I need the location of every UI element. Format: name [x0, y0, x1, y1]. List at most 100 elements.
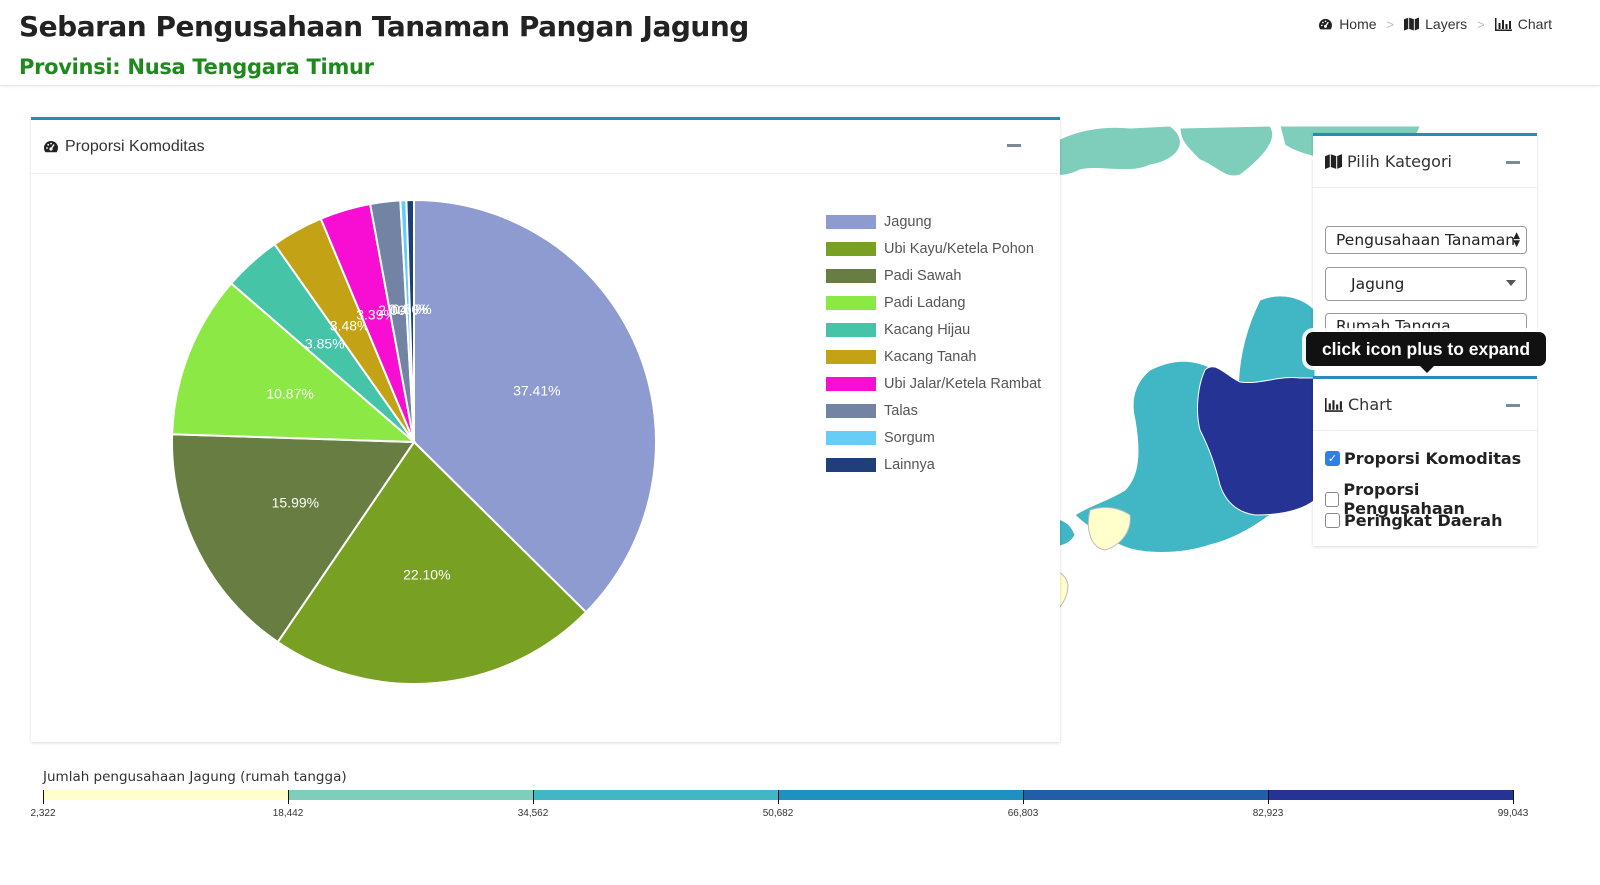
collapse-button[interactable] — [1506, 161, 1520, 164]
map-icon — [1325, 154, 1342, 169]
komoditas-select[interactable]: Jagung — [1325, 267, 1527, 301]
kategori-panel: Pilih Kategori Pengusahaan Tanaman ▲ ▼ Ja… — [1313, 133, 1537, 333]
legend-item[interactable]: Ubi Kayu/Ketela Pohon — [826, 235, 1041, 262]
checkbox-checked[interactable]: ✓ — [1325, 451, 1340, 466]
kategori-panel-title: Pilih Kategori — [1347, 152, 1452, 171]
page-title: Sebaran Pengusahaan Tanaman Pangan Jagun… — [19, 10, 749, 43]
breadcrumb-home-label: Home — [1339, 16, 1377, 32]
pie-data-label: 0.50% — [392, 301, 432, 317]
option-peringkat-daerah[interactable]: Peringkat Daerah — [1325, 511, 1502, 530]
color-scale-tick — [778, 790, 779, 804]
pie-data-label: 3.39% — [356, 306, 396, 322]
color-scale-segment — [1268, 790, 1513, 800]
pie-slice-jagung[interactable] — [413, 198, 657, 614]
color-scale-tick-label: 34,562 — [517, 808, 549, 819]
legend-item[interactable]: Padi Sawah — [826, 262, 1041, 289]
chart-panel-title: Proporsi Komoditas — [65, 137, 205, 155]
map-region-north[interactable] — [1039, 125, 1181, 176]
legend-swatch — [826, 403, 876, 418]
legend-swatch — [826, 457, 876, 472]
chart-options-panel: Chart ✓ Proporsi Komoditas Proporsi Peng… — [1313, 376, 1537, 546]
color-scale-segment — [43, 790, 288, 800]
pie-data-label: 3.85% — [305, 335, 345, 351]
kategori-select-value: Pengusahaan Tanaman — [1336, 231, 1516, 249]
pie-slice-ubi-kayu-ketela-pohon[interactable] — [276, 440, 588, 685]
kategori-select[interactable]: Pengusahaan Tanaman ▲ ▼ — [1325, 226, 1527, 254]
kategori-panel-header: Pilih Kategori — [1313, 136, 1537, 188]
pie-chart: 37.41%22.10%15.99%10.87%3.85%3.48%3.39%2… — [171, 198, 657, 685]
legend-item[interactable]: Jagung — [826, 208, 1041, 235]
option-label: Peringkat Daerah — [1344, 511, 1503, 530]
color-scale-tick — [288, 790, 289, 804]
map-region-highlight[interactable] — [1197, 366, 1316, 516]
color-scale-title: Jumlah pengusahaan Jagung (rumah tangga) — [43, 769, 347, 785]
chart-panel: Proporsi Komoditas 37.41% 22.10% 15.99% 10.… — [31, 117, 1060, 742]
chart-options-header: Chart — [1313, 379, 1537, 431]
legend-label: Padi Ladang — [884, 294, 966, 311]
legend-item[interactable]: Kacang Hijau — [826, 316, 1041, 343]
color-scale-tick-label: 99,043 — [1497, 808, 1529, 819]
color-scale-tick-label: 82,923 — [1252, 808, 1284, 819]
color-scale-segment — [288, 790, 533, 800]
breadcrumb-separator: > — [1386, 16, 1395, 32]
legend-label: Jagung — [884, 213, 932, 230]
bar-chart-icon — [1325, 397, 1343, 412]
pie-data-label: 10.87% — [266, 385, 313, 401]
legend-label: Sorgum — [884, 429, 935, 446]
legend-item[interactable]: Lainnya — [826, 451, 1041, 478]
legend-label: Ubi Jalar/Ketela Rambat — [884, 375, 1042, 392]
pie-data-label: 0.40% — [388, 301, 428, 317]
map-region-small-island[interactable] — [1087, 507, 1131, 551]
chart-panel-header: Proporsi Komoditas — [31, 120, 1060, 174]
breadcrumb-chart-label: Chart — [1517, 16, 1552, 32]
chart-legend: Jagung Ubi Kayu/Ketela Pohon Padi Sawah Pad… — [826, 208, 1041, 478]
collapse-button[interactable] — [1007, 144, 1021, 147]
select-arrows-icon: ▲ ▼ — [1513, 231, 1520, 249]
color-scale-tick — [533, 790, 534, 804]
unit-select[interactable]: Rumah Tangga — [1325, 313, 1527, 333]
legend-swatch — [826, 430, 876, 445]
dashboard-icon — [1319, 18, 1333, 29]
legend-label: Kacang Hijau — [884, 321, 971, 338]
color-scale-tick — [1513, 790, 1514, 804]
legend-swatch — [826, 322, 876, 337]
breadcrumb-layers[interactable]: Layers — [1404, 16, 1467, 32]
legend-item[interactable]: Talas — [826, 397, 1041, 424]
breadcrumb-chart[interactable]: Chart — [1494, 16, 1552, 32]
bar-chart-icon — [1494, 17, 1512, 31]
legend-label: Kacang Tanah — [884, 348, 977, 365]
map-region-north-east[interactable] — [1179, 125, 1274, 177]
pie-slice-lainnya[interactable] — [405, 198, 415, 443]
collapse-button[interactable] — [1506, 404, 1520, 407]
legend-item[interactable]: Padi Ladang — [826, 289, 1041, 316]
legend-label: Lainnya — [884, 456, 935, 473]
legend-swatch — [826, 376, 876, 391]
legend-swatch — [826, 349, 876, 364]
legend-swatch — [826, 214, 876, 229]
checkbox[interactable] — [1325, 491, 1340, 507]
pie-data-label: 3.48% — [330, 317, 370, 333]
option-proporsi-komoditas[interactable]: ✓ Proporsi Komoditas — [1325, 449, 1521, 468]
legend-swatch — [826, 295, 876, 310]
color-scale-segment — [533, 790, 778, 800]
pie-slice-padi-ladang[interactable] — [171, 281, 417, 444]
legend-item[interactable]: Ubi Jalar/Ketela Rambat — [826, 370, 1041, 397]
chart-options-title: Chart — [1348, 395, 1392, 414]
legend-label: Talas — [884, 402, 918, 419]
color-scale-tick — [1268, 790, 1269, 804]
color-scale-tick-label: 18,442 — [272, 808, 304, 819]
option-label: Proporsi Komoditas — [1344, 449, 1522, 468]
breadcrumb-home[interactable]: Home — [1318, 16, 1377, 32]
map-icon — [1404, 17, 1420, 31]
color-scale-tick — [1023, 790, 1024, 804]
legend-label: Ubi Kayu/Ketela Pohon — [884, 240, 1034, 257]
color-scale-tick-label: 66,803 — [1007, 808, 1039, 819]
pie-slice-padi-sawah[interactable] — [171, 433, 416, 644]
legend-swatch — [826, 241, 876, 256]
breadcrumb: Home > Layers > Chart — [1318, 16, 1552, 32]
legend-item[interactable]: Kacang Tanah — [826, 343, 1041, 370]
checkbox[interactable] — [1325, 513, 1340, 528]
option-proporsi-pengusahaan[interactable]: Proporsi Pengusahaan — [1325, 480, 1537, 518]
legend-item[interactable]: Sorgum — [826, 424, 1041, 451]
dashboard-icon — [44, 140, 58, 152]
